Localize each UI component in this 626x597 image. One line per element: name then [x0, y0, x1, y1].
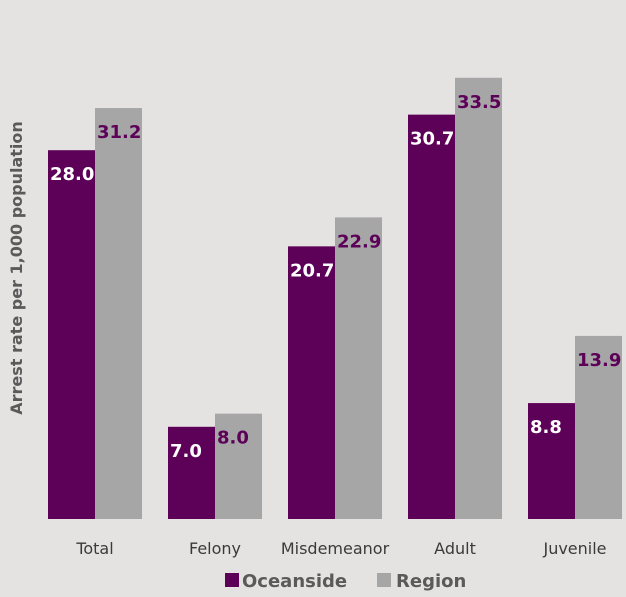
- bar-oceanside-total: [48, 150, 95, 519]
- legend-swatch-oceanside: [225, 573, 239, 587]
- tick-label-adult: Adult: [434, 539, 476, 558]
- tick-label-total: Total: [75, 539, 113, 558]
- data-label-region-felony: 8.0: [217, 428, 249, 449]
- data-label-region-adult: 33.5: [457, 92, 501, 113]
- bar-region-adult: [455, 77, 502, 519]
- legend-label-oceanside: Oceanside: [242, 571, 347, 592]
- bar-region-felony: [215, 413, 262, 519]
- legend-label-region: Region: [396, 571, 466, 592]
- legend-swatch-region: [377, 573, 391, 587]
- data-label-oceanside-adult: 30.7: [410, 129, 454, 150]
- category-tick-labels: Total Felony Misdemeanor Adult Juvenile: [75, 539, 606, 558]
- bar-region-juvenile: [575, 335, 622, 519]
- bar-oceanside-adult: [408, 114, 455, 519]
- data-label-region-misdemeanor: 22.9: [337, 231, 381, 252]
- bar-oceanside-felony: [168, 426, 215, 519]
- bar-oceanside-misdemeanor: [288, 246, 335, 519]
- bar-oceanside-juvenile: [528, 403, 575, 519]
- data-label-region-juvenile: 13.9: [577, 350, 621, 371]
- bar-region-misdemeanor: [335, 217, 382, 520]
- y-axis-label: Arrest rate per 1,000 population: [7, 121, 26, 415]
- bars: 28.031.2 7.0 8.0 20.722.9 30.733.5 8.8 13.9: [48, 77, 622, 520]
- tick-label-misdemeanor: Misdemeanor: [281, 539, 390, 558]
- data-label-region-total: 31.2: [97, 122, 141, 143]
- legend: Oceanside Region: [225, 571, 466, 592]
- data-label-oceanside-felony: 7.0: [170, 441, 202, 462]
- tick-label-felony: Felony: [189, 539, 241, 558]
- tick-label-juvenile: Juvenile: [542, 539, 606, 558]
- data-label-oceanside-total: 28.0: [50, 164, 94, 185]
- data-label-oceanside-misdemeanor: 20.7: [290, 260, 334, 281]
- data-label-oceanside-juvenile: 8.8: [530, 417, 562, 438]
- bar-region-total: [95, 108, 142, 520]
